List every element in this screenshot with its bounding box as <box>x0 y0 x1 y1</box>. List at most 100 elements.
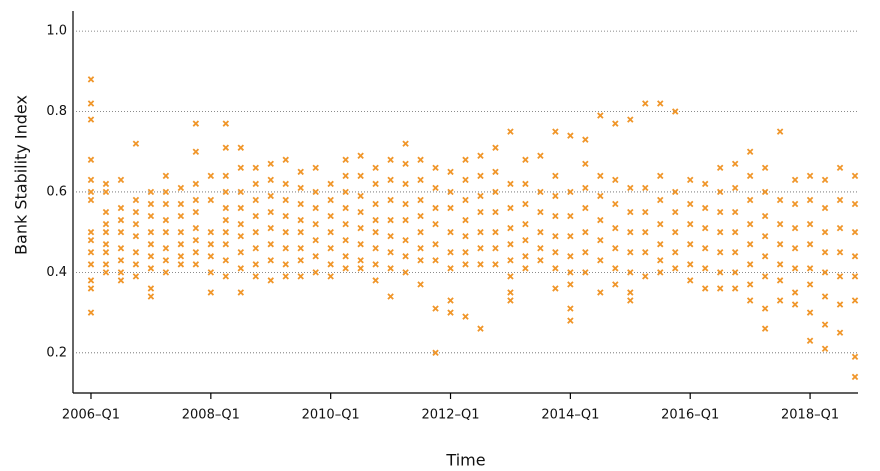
point <box>836 164 844 172</box>
point <box>597 192 604 200</box>
point <box>746 148 754 155</box>
point <box>267 160 274 168</box>
point <box>477 228 484 236</box>
y-tick-label: 0.6 <box>46 184 67 199</box>
point <box>237 204 245 212</box>
point <box>597 216 604 224</box>
point <box>806 281 814 288</box>
point <box>132 208 140 216</box>
point <box>851 297 859 304</box>
point <box>102 188 110 196</box>
point <box>522 253 529 260</box>
point <box>492 188 499 196</box>
point <box>492 228 499 236</box>
point <box>342 265 349 272</box>
point <box>761 164 769 172</box>
point <box>342 236 349 244</box>
point <box>357 208 364 216</box>
point <box>327 273 334 280</box>
point <box>836 301 844 308</box>
point <box>567 188 574 196</box>
point <box>507 257 514 264</box>
point <box>657 240 664 248</box>
point <box>192 261 200 268</box>
point <box>612 245 619 252</box>
point <box>357 172 364 180</box>
point <box>297 228 304 236</box>
point <box>87 249 95 256</box>
point <box>222 240 230 248</box>
point <box>162 200 170 208</box>
point <box>761 253 769 260</box>
point <box>761 232 769 240</box>
point <box>582 228 589 236</box>
point <box>746 281 754 288</box>
point <box>147 228 155 236</box>
point <box>462 232 469 240</box>
point <box>387 196 394 204</box>
point <box>87 228 95 236</box>
point <box>806 220 814 228</box>
point <box>102 208 110 216</box>
point <box>417 176 424 184</box>
point <box>791 301 799 308</box>
point <box>177 184 185 192</box>
point <box>357 224 364 232</box>
point <box>237 249 245 256</box>
point <box>477 245 484 252</box>
point <box>297 200 304 208</box>
point <box>372 216 379 224</box>
point <box>701 204 709 212</box>
point <box>102 180 110 188</box>
point <box>162 188 170 196</box>
point <box>192 120 200 127</box>
point <box>417 257 424 264</box>
point <box>222 120 230 127</box>
point <box>582 204 589 212</box>
point <box>701 245 709 252</box>
point <box>627 289 634 296</box>
point <box>731 249 739 256</box>
point <box>297 257 304 264</box>
point <box>237 144 245 151</box>
point <box>477 325 484 332</box>
point <box>507 128 514 135</box>
point <box>836 249 844 256</box>
point <box>686 240 694 248</box>
point <box>417 228 424 236</box>
point <box>806 172 814 180</box>
point <box>117 257 125 264</box>
point <box>357 240 364 248</box>
point <box>207 253 215 260</box>
point <box>192 180 200 188</box>
point <box>477 172 484 180</box>
point <box>612 200 619 208</box>
point <box>147 293 155 300</box>
point <box>791 245 799 252</box>
point <box>132 273 140 280</box>
point <box>147 285 155 292</box>
point <box>746 172 754 180</box>
point <box>162 228 170 236</box>
point <box>402 160 409 168</box>
point <box>627 228 634 236</box>
point <box>821 176 829 184</box>
point <box>716 249 724 256</box>
point <box>806 309 814 316</box>
point <box>567 212 574 220</box>
point <box>222 216 230 224</box>
point <box>342 204 349 212</box>
point <box>432 240 439 248</box>
point <box>657 220 664 228</box>
point <box>612 265 619 272</box>
point <box>657 196 664 204</box>
point <box>402 269 409 276</box>
point <box>132 249 140 256</box>
point <box>522 180 529 188</box>
point <box>432 220 439 228</box>
point <box>522 265 529 272</box>
point <box>821 228 829 236</box>
point <box>132 140 140 147</box>
x-tick-label: 2012–Q1 <box>421 408 479 423</box>
point <box>207 172 215 180</box>
